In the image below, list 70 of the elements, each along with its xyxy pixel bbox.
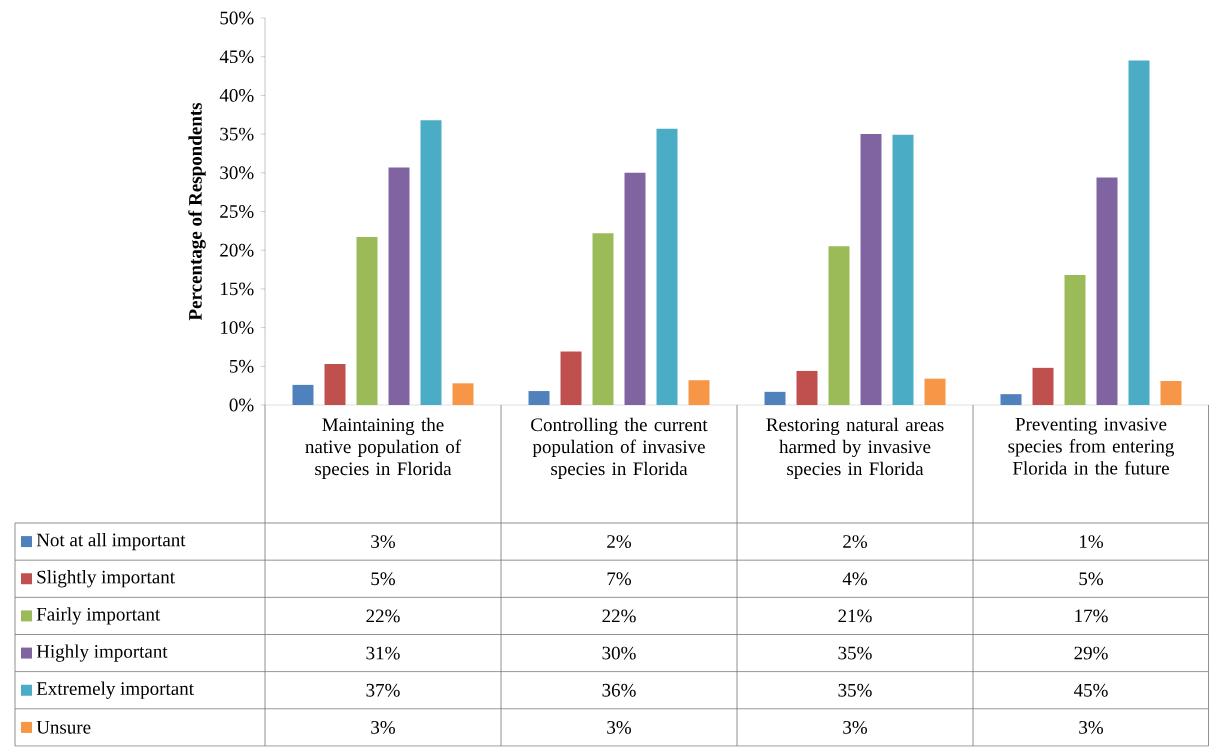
data-label: 5% <box>371 572 396 586</box>
data-label: 35% <box>838 646 872 660</box>
bar <box>1128 60 1150 405</box>
bar <box>1000 394 1022 405</box>
bar <box>624 172 646 405</box>
bar <box>452 383 474 405</box>
data-label: 36% <box>602 683 636 697</box>
bar <box>324 363 346 405</box>
bar <box>356 237 378 405</box>
bar <box>560 351 582 405</box>
legend-label: Slightly important <box>37 570 175 588</box>
data-label: 31% <box>366 646 400 660</box>
bar <box>592 233 614 405</box>
bar <box>688 380 710 405</box>
bar <box>924 378 946 405</box>
data-label: 29% <box>1074 646 1108 660</box>
x-tick-label: Preventing invasive species from entering Florida in the future <box>1008 417 1174 475</box>
legend-label: Highly important <box>36 644 168 662</box>
data-label: 30% <box>602 646 636 660</box>
legend-label: Unsure <box>36 721 91 734</box>
y-tick-label: 40% <box>219 88 254 102</box>
x-tick-label: Maintaining the native population of species in Florida <box>305 417 462 480</box>
y-tick-label: 5% <box>229 359 254 373</box>
bar <box>420 120 442 405</box>
data-label: 45% <box>1073 683 1108 697</box>
y-tick-label: 0% <box>229 398 254 412</box>
data-label: 17% <box>1075 609 1108 623</box>
bar <box>892 134 914 405</box>
legend-label: Fairly important <box>36 607 161 625</box>
y-tick-label: 25% <box>220 205 254 218</box>
data-label: 35% <box>838 683 872 697</box>
x-tick-label: Controlling the current population of invasive species in Florida <box>531 417 708 480</box>
data-label: 3% <box>1079 720 1104 734</box>
bar <box>656 128 678 405</box>
data-label: 3% <box>843 720 868 734</box>
bar <box>1096 177 1118 405</box>
data-label: 3% <box>371 720 396 734</box>
y-tick-label: 35% <box>220 127 254 141</box>
bar <box>1064 274 1086 405</box>
data-label: 2% <box>843 535 868 549</box>
bar <box>1032 367 1054 405</box>
y-tick-label: 45% <box>219 50 254 64</box>
data-label: 3% <box>371 535 396 549</box>
data-label: 22% <box>602 609 636 623</box>
x-tick-label: Restoring natural areas harmed by invasive species in Florida <box>766 417 944 480</box>
legend-label: Not at all important <box>36 532 186 551</box>
bar <box>796 370 818 405</box>
y-tick-label: 50% <box>220 11 254 25</box>
bar <box>388 167 410 405</box>
data-label: 7% <box>607 572 632 586</box>
data-label: 1% <box>1080 535 1104 549</box>
data-label: 2% <box>607 535 632 549</box>
data-label: 5% <box>1079 572 1104 586</box>
y-tick-label: 30% <box>220 166 254 180</box>
data-label: 22% <box>366 609 400 623</box>
bar <box>860 134 882 405</box>
data-label: 37% <box>366 683 400 697</box>
bar <box>828 246 850 405</box>
data-label: 4% <box>842 572 868 586</box>
data-label: 3% <box>607 720 632 734</box>
data-label: 21% <box>838 609 872 623</box>
y-tick-label: 20% <box>220 243 254 257</box>
bar <box>292 384 314 405</box>
legend-label: Extremely important <box>36 681 194 699</box>
bar <box>764 391 786 405</box>
bar <box>1160 381 1182 405</box>
y-tick-label: 10% <box>221 321 254 335</box>
y-axis-title: Percentage of Respondents <box>188 102 206 321</box>
y-tick-label: 15% <box>221 282 254 296</box>
bar <box>528 391 550 405</box>
